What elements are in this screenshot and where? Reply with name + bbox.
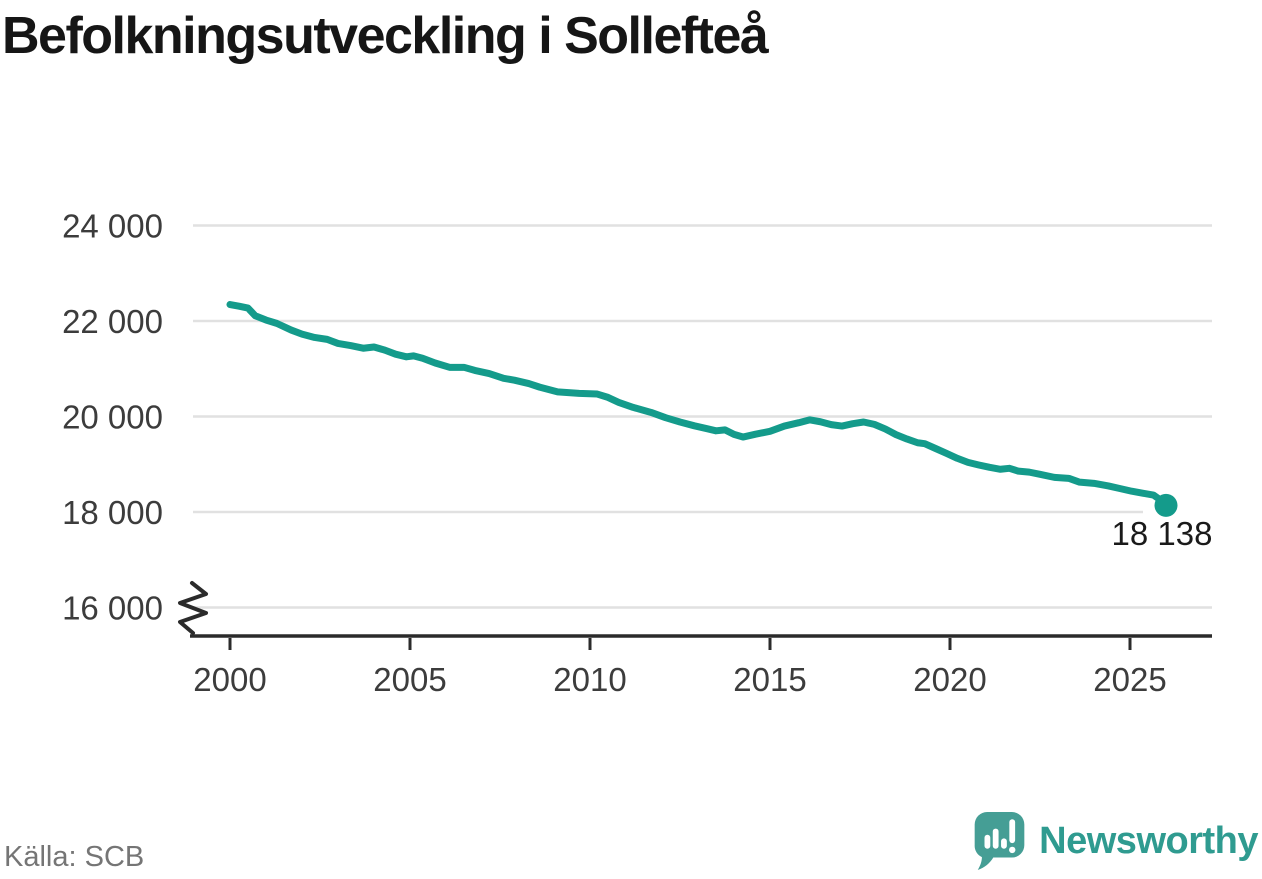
population-line-chart: 24 000 22 000 20 000 18 000 16 000 2000 2005 20… (62, 207, 1213, 698)
newsworthy-logo: Newsworthy (973, 811, 1258, 871)
source-note: Källa: SCB (4, 841, 145, 873)
x-tick-label: 2000 (193, 661, 266, 698)
population-line (226, 301, 1170, 509)
y-tick-label: 20 000 (62, 399, 163, 436)
y-tick-label: 18 000 (62, 494, 163, 531)
x-tick-label: 2015 (733, 661, 806, 698)
end-dot (1154, 493, 1178, 517)
page-title: Befolkningsutveckling i Sollefteå (2, 7, 769, 65)
newsworthy-bubble-chart-icon (974, 812, 1025, 870)
y-tick-label: 16 000 (62, 590, 163, 627)
x-tick-label: 2005 (373, 661, 446, 698)
brand-name: Newsworthy (1039, 819, 1258, 862)
x-tick-label: 2020 (913, 661, 986, 698)
y-tick-label: 24 000 (62, 208, 163, 245)
y-tick-label: 22 000 (62, 303, 163, 340)
x-tick-label: 2025 (1093, 661, 1166, 698)
x-tick-label: 2010 (553, 661, 626, 698)
end-value-label: 18 138 (1112, 515, 1213, 552)
y-axis-break-icon (178, 581, 208, 635)
